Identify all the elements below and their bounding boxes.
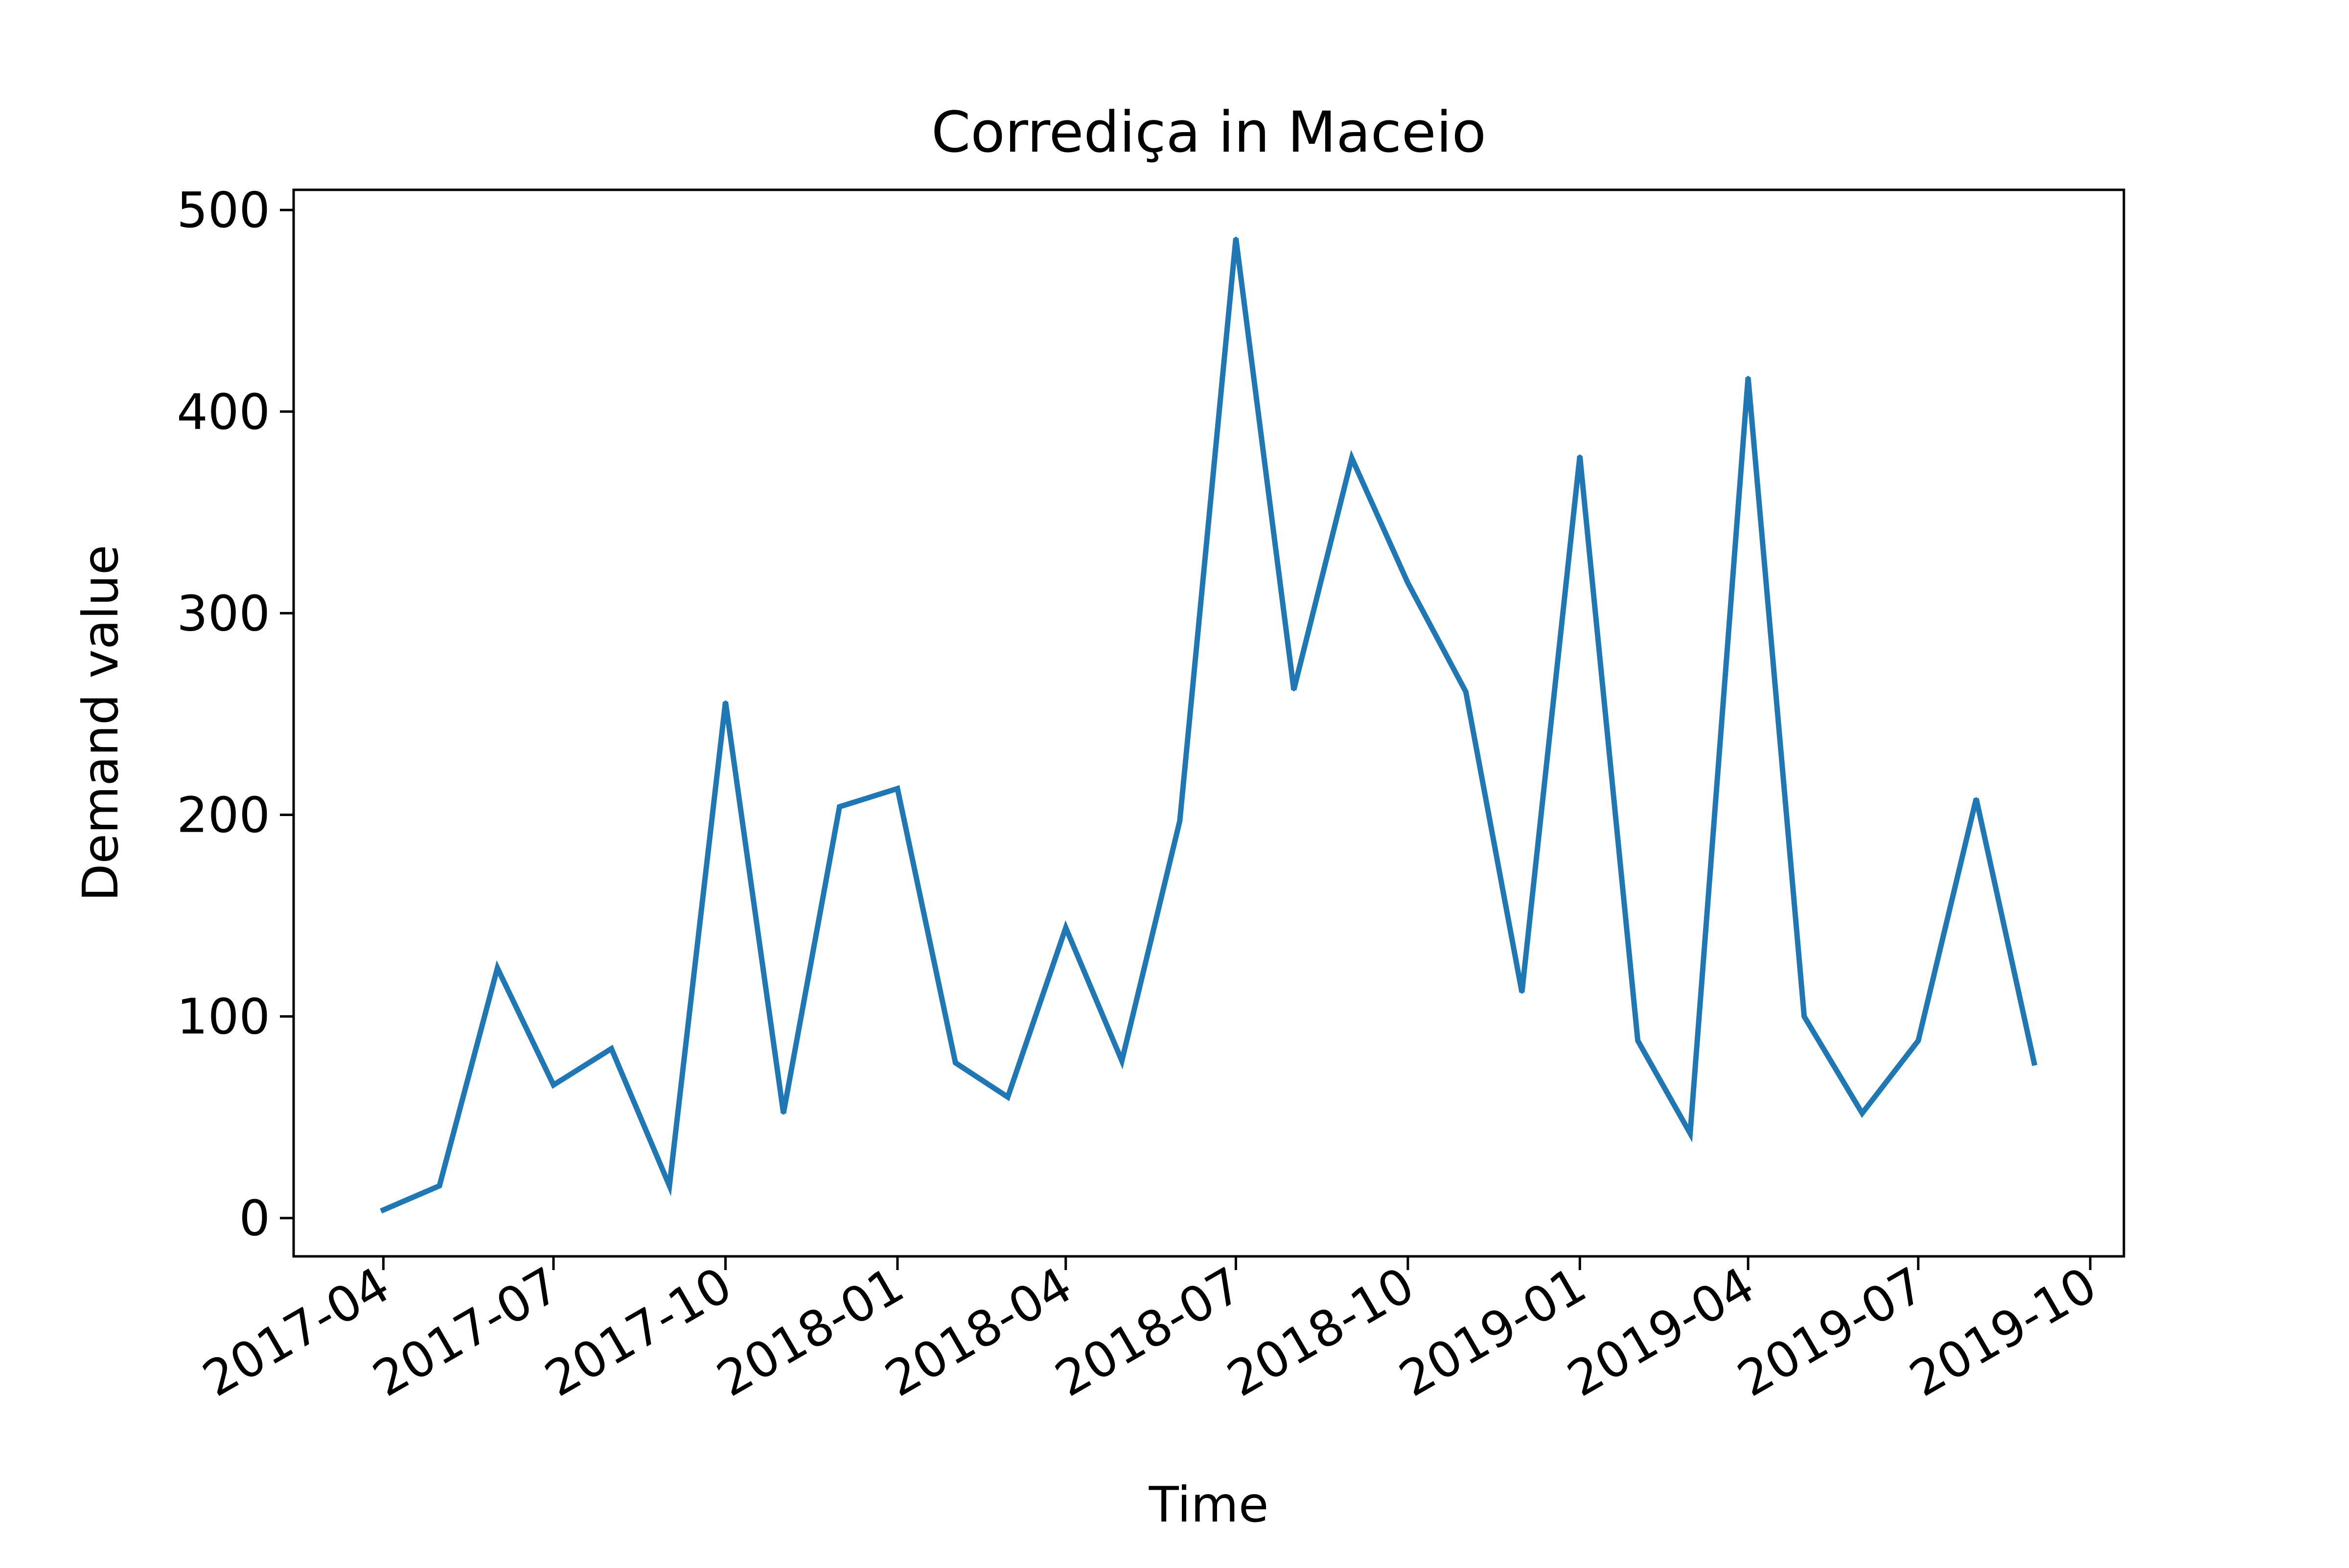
data-point: [2032, 1061, 2036, 1065]
data-point: [1292, 688, 1295, 692]
data-layer: [380, 236, 2038, 1214]
data-point: [1120, 1059, 1124, 1063]
data-point: [1916, 1039, 1920, 1043]
data-point: [1406, 581, 1409, 585]
plot-frame: [292, 188, 2125, 1258]
data-point: [438, 1184, 441, 1187]
data-point: [1578, 454, 1582, 457]
data-point: [496, 966, 499, 970]
data-point: [610, 1047, 613, 1050]
data-point: [1350, 456, 1354, 460]
y-tick-label: 100: [177, 988, 270, 1045]
data-point: [1802, 1015, 1806, 1018]
data-point: [1975, 797, 1978, 800]
data-point: [1861, 1112, 1864, 1115]
data-point: [1688, 1132, 1692, 1135]
data-point: [1006, 1095, 1010, 1099]
y-tick-label: 300: [177, 585, 270, 642]
y-axis-label: Demand value: [72, 545, 129, 901]
data-point: [1064, 926, 1067, 930]
data-point: [724, 700, 727, 704]
y-tick-label: 0: [239, 1190, 270, 1247]
data-point: [668, 1184, 671, 1187]
data-point: [838, 805, 841, 809]
series-line: [380, 238, 2038, 1214]
data-point: [552, 1083, 555, 1087]
data-point: [1636, 1039, 1639, 1043]
y-tick-label: 500: [177, 182, 270, 239]
data-point: [896, 787, 899, 790]
data-point: [1747, 376, 1750, 379]
y-tick-label: 200: [177, 787, 270, 844]
y-tick-label: 400: [177, 383, 270, 440]
chart-title: Corrediça in Maceio: [931, 100, 1486, 165]
data-point: [1464, 690, 1468, 694]
data-point: [1178, 819, 1181, 822]
data-point: [1234, 236, 1238, 240]
data-point: [954, 1061, 957, 1065]
data-point: [782, 1112, 785, 1115]
data-point: [382, 1208, 385, 1212]
x-axis-label: Time: [1149, 1476, 1269, 1533]
data-point: [1520, 991, 1523, 994]
